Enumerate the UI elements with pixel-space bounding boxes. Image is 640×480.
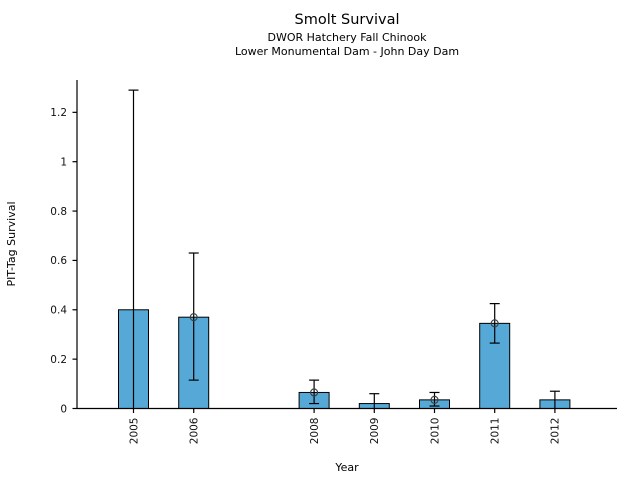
y-tick-label: 0 (60, 403, 67, 415)
chart-subtitle-stock: DWOR Hatchery Fall Chinook (267, 31, 427, 44)
x-tick-label: 2011 (490, 418, 502, 445)
point-marker-2010 (430, 395, 439, 404)
x-tick-label: 2010 (429, 418, 441, 445)
y-tick-label: 0.2 (50, 354, 67, 366)
x-tick-label: 2008 (309, 418, 321, 445)
y-tick-label: 0.6 (50, 255, 67, 267)
point-marker-2006 (189, 313, 198, 322)
x-tick-label: 2012 (550, 418, 562, 445)
chart-subtitle-reach: Lower Monumental Dam - John Day Dam (234, 45, 460, 58)
x-tick-label: 2006 (189, 417, 201, 444)
x-tick-label: 2005 (128, 418, 140, 445)
point-marker-2008 (310, 388, 319, 397)
y-tick-label: 1 (60, 157, 67, 169)
y-tick-label: 1.2 (50, 107, 67, 119)
y-tick-label: 0.4 (50, 305, 67, 317)
point-marker-2011 (490, 319, 499, 328)
y-tick-label: 0.8 (50, 206, 67, 218)
x-tick-label: 2009 (369, 418, 381, 445)
x-axis-label: Year (335, 461, 359, 474)
chart-title: Smolt Survival (294, 12, 400, 28)
